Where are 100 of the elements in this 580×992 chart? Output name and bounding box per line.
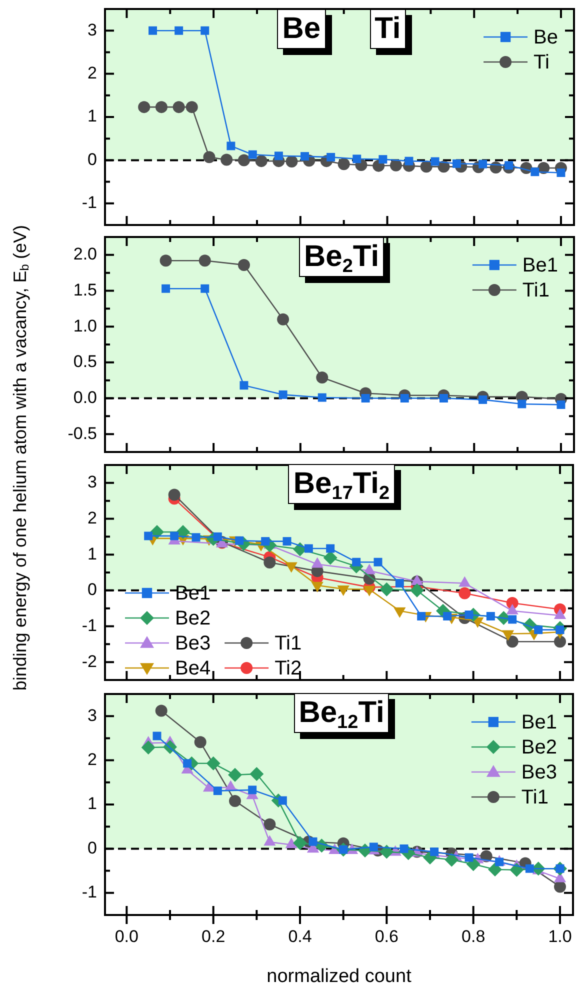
point bbox=[338, 158, 350, 170]
point bbox=[361, 394, 370, 402]
point bbox=[172, 101, 185, 114]
point bbox=[274, 152, 283, 160]
point bbox=[162, 284, 170, 293]
point bbox=[144, 532, 153, 540]
point bbox=[464, 853, 474, 862]
y-tick-label: 2 bbox=[88, 508, 97, 528]
point bbox=[141, 740, 156, 754]
legend-label: Be4 bbox=[175, 658, 211, 680]
y-tick-label: 0 bbox=[88, 150, 97, 169]
point bbox=[203, 151, 216, 164]
legend-label: Be3 bbox=[521, 762, 558, 784]
point bbox=[430, 157, 440, 166]
y-tick-label: 1 bbox=[88, 544, 97, 564]
legend-label: Be1 bbox=[521, 712, 558, 734]
point bbox=[508, 615, 517, 624]
y-tick-label: 0 bbox=[88, 838, 97, 858]
point bbox=[264, 556, 276, 568]
point bbox=[226, 142, 236, 150]
point bbox=[308, 837, 318, 846]
y-tick-label: -1 bbox=[82, 193, 97, 212]
point bbox=[155, 704, 168, 717]
point bbox=[380, 582, 394, 596]
y-tick-label: 3 bbox=[88, 472, 97, 492]
point bbox=[430, 848, 439, 856]
y-tick-label: 1.5 bbox=[73, 280, 97, 300]
point bbox=[486, 612, 495, 620]
point bbox=[213, 786, 222, 796]
point bbox=[510, 862, 524, 877]
point bbox=[264, 818, 276, 830]
point bbox=[400, 844, 408, 853]
chart-title: Be$_{12}$Ti bbox=[294, 693, 390, 733]
chart-title: Be$_{2}$Ti bbox=[298, 237, 384, 277]
point bbox=[506, 636, 518, 648]
legend-label: Be3 bbox=[175, 632, 211, 655]
legend-label: Be2 bbox=[175, 608, 211, 630]
point bbox=[304, 544, 313, 553]
chart-title: Be bbox=[277, 9, 326, 49]
point bbox=[374, 558, 382, 566]
point bbox=[554, 636, 566, 648]
y-tick-label: 0 bbox=[88, 580, 97, 600]
point bbox=[390, 159, 402, 172]
point bbox=[534, 626, 543, 634]
point bbox=[250, 767, 264, 781]
point bbox=[326, 544, 335, 553]
point bbox=[394, 607, 406, 618]
point bbox=[363, 586, 376, 596]
point bbox=[525, 864, 534, 873]
legend-label: Be bbox=[534, 26, 558, 49]
y-tick-label: 2.0 bbox=[73, 244, 97, 264]
point bbox=[369, 842, 378, 852]
point bbox=[417, 612, 426, 620]
point bbox=[410, 583, 424, 598]
legend-label: Be2 bbox=[521, 736, 558, 759]
point bbox=[443, 612, 452, 620]
point bbox=[458, 587, 471, 600]
point bbox=[238, 154, 250, 166]
point bbox=[337, 585, 350, 596]
point bbox=[255, 155, 268, 168]
x-axis-title: normalized count bbox=[266, 966, 412, 987]
point bbox=[286, 155, 298, 168]
point bbox=[404, 156, 414, 166]
point bbox=[380, 844, 394, 859]
point bbox=[556, 400, 566, 409]
point bbox=[198, 254, 211, 267]
point bbox=[556, 168, 566, 177]
point bbox=[168, 488, 180, 501]
point bbox=[200, 284, 210, 293]
point bbox=[323, 550, 338, 565]
point bbox=[285, 838, 298, 848]
point bbox=[420, 160, 432, 173]
point bbox=[277, 313, 290, 326]
point bbox=[278, 796, 287, 805]
y-tick-label: 3 bbox=[88, 706, 97, 725]
x-tick-label: 0.2 bbox=[202, 926, 226, 946]
y-tick-label: 1.0 bbox=[73, 316, 97, 336]
point bbox=[228, 768, 242, 782]
point bbox=[378, 155, 388, 164]
point bbox=[194, 736, 206, 748]
point bbox=[395, 579, 404, 588]
y-tick-label: 2 bbox=[88, 750, 97, 769]
x-tick-label: 0.4 bbox=[288, 926, 312, 946]
point bbox=[318, 393, 326, 402]
point bbox=[155, 101, 168, 114]
point bbox=[138, 101, 150, 114]
y-tick-label: 3 bbox=[88, 20, 97, 40]
x-tick-label: 1.0 bbox=[548, 926, 572, 946]
point bbox=[206, 756, 220, 770]
point bbox=[174, 26, 184, 35]
legend-label: Be1 bbox=[522, 254, 558, 277]
point bbox=[352, 154, 362, 164]
point bbox=[282, 537, 292, 546]
point bbox=[530, 168, 540, 176]
legend-label: Ti1 bbox=[522, 280, 550, 302]
point bbox=[293, 836, 307, 850]
point bbox=[495, 858, 504, 866]
point bbox=[148, 26, 158, 35]
point bbox=[192, 533, 200, 542]
point bbox=[502, 630, 514, 641]
